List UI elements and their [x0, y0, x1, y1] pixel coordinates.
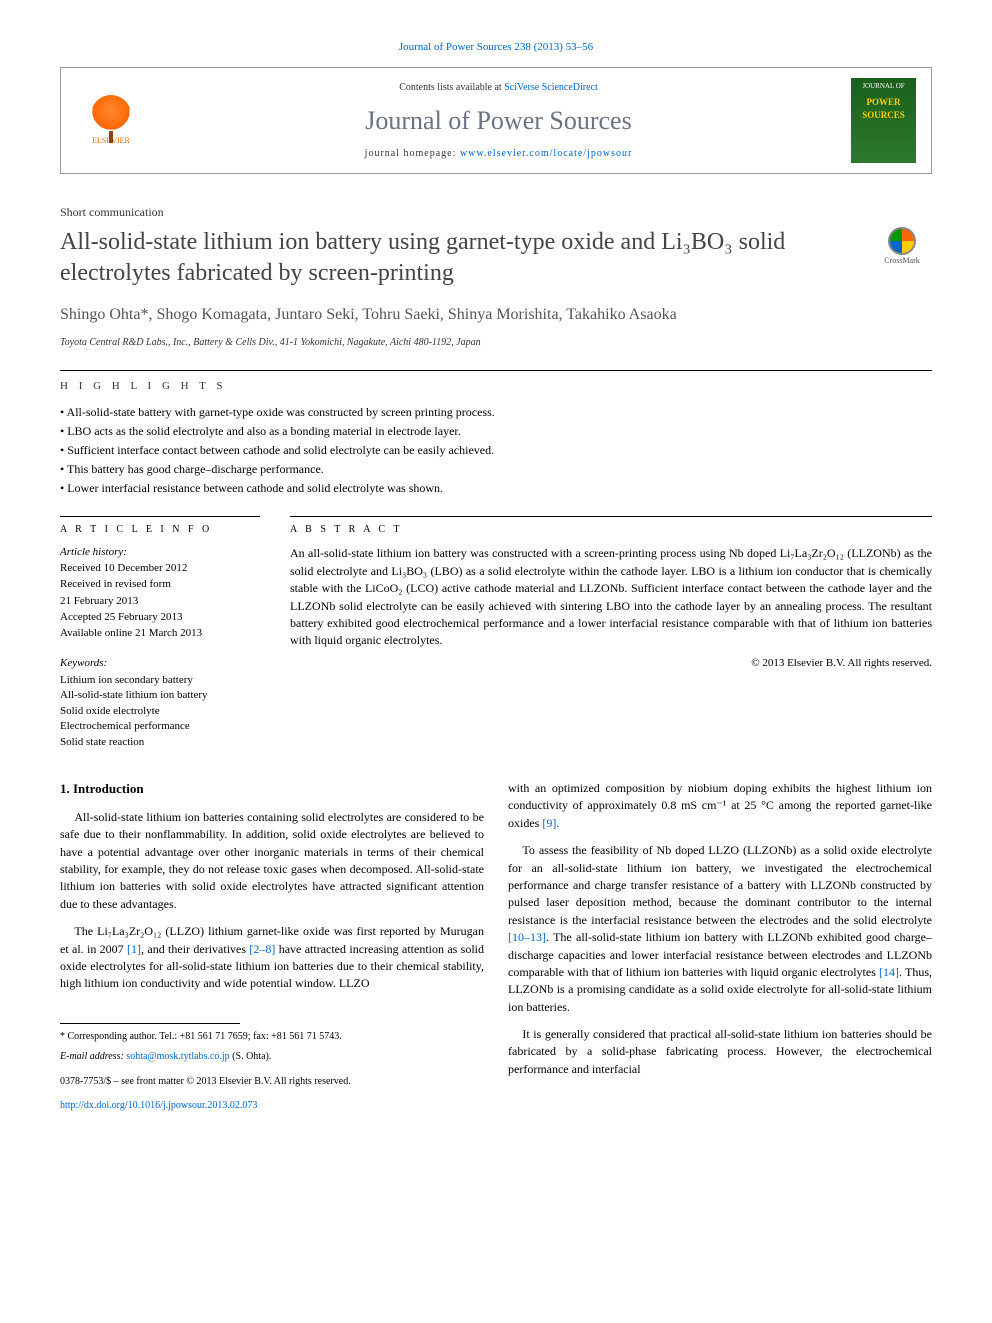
corresponding-author-note: * Corresponding author. Tel.: +81 561 71… — [60, 1030, 484, 1045]
cover-label: JOURNAL OF — [855, 82, 912, 92]
history-item: Available online 21 March 2013 — [60, 626, 260, 641]
history-item: 21 February 2013 — [60, 594, 260, 609]
homepage-prefix: journal homepage: — [365, 148, 460, 159]
highlight-item: This battery has good charge–discharge p… — [60, 461, 932, 478]
citation-header: Journal of Power Sources 238 (2013) 53–5… — [60, 40, 932, 55]
article-title: All-solid-state lithium ion battery usin… — [60, 227, 872, 289]
section-heading-introduction: 1. Introduction — [60, 780, 484, 799]
reference-link[interactable]: [9] — [542, 816, 556, 830]
text-run: To assess the feasibility of Nb doped LL… — [508, 843, 932, 927]
abstract-label: A B S T R A C T — [290, 516, 932, 537]
body-column-left: 1. Introduction All-solid-state lithium … — [60, 780, 484, 1114]
paragraph: It is generally considered that practica… — [508, 1026, 932, 1078]
elsevier-tree-icon — [91, 95, 131, 135]
history-item: Received 10 December 2012 — [60, 561, 260, 576]
journal-header-box: ELSEVIER Contents lists available at Sci… — [60, 67, 932, 174]
keyword-item: Lithium ion secondary battery — [60, 673, 260, 688]
reference-link[interactable]: [1] — [127, 942, 141, 956]
highlights-list: All-solid-state battery with garnet-type… — [60, 404, 932, 496]
keyword-item: Solid oxide electrolyte — [60, 704, 260, 719]
homepage-link[interactable]: www.elsevier.com/locate/jpowsour — [460, 148, 632, 159]
highlight-item: All-solid-state battery with garnet-type… — [60, 404, 932, 421]
paragraph: The Li₇La₃Zr₂O₁₂ (LLZO) lithium garnet-l… — [60, 923, 484, 993]
article-info-label: A R T I C L E I N F O — [60, 516, 260, 537]
email-label: E-mail address: — [60, 1051, 126, 1062]
crossmark-badge[interactable]: CrossMark — [872, 227, 932, 267]
authors-list: Shingo Ohta*, Shogo Komagata, Juntaro Se… — [60, 304, 932, 326]
history-label: Article history: — [60, 545, 260, 560]
text-run: , and their derivatives — [141, 942, 249, 956]
text-run: . — [556, 816, 559, 830]
highlight-item: Sufficient interface contact between cat… — [60, 442, 932, 459]
journal-cover-thumbnail: JOURNAL OF POWER SOURCES — [851, 78, 916, 163]
footnote-separator — [60, 1023, 240, 1024]
doi-link[interactable]: http://dx.doi.org/10.1016/j.jpowsour.201… — [60, 1100, 257, 1111]
reference-link[interactable]: [2–8] — [249, 942, 275, 956]
email-suffix: (S. Ohta). — [230, 1051, 272, 1062]
affiliation: Toyota Central R&D Labs., Inc., Battery … — [60, 336, 932, 350]
paragraph: To assess the feasibility of Nb doped LL… — [508, 842, 932, 1016]
keyword-item: Electrochemical performance — [60, 719, 260, 734]
highlights-label: H I G H L I G H T S — [60, 370, 932, 394]
reference-link[interactable]: [10–13] — [508, 930, 546, 944]
front-matter-line: 0378-7753/$ – see front matter © 2013 El… — [60, 1075, 484, 1090]
paragraph: All-solid-state lithium ion batteries co… — [60, 809, 484, 913]
cover-title: POWER SOURCES — [855, 96, 912, 121]
highlight-item: Lower interfacial resistance between cat… — [60, 480, 932, 497]
email-note: E-mail address: sohta@mosk.tytlabs.co.jp… — [60, 1050, 484, 1065]
contents-line: Contents lists available at SciVerse Sci… — [146, 81, 851, 95]
body-column-right: with an optimized composition by niobium… — [508, 780, 932, 1114]
homepage-line: journal homepage: www.elsevier.com/locat… — [146, 147, 851, 161]
email-link[interactable]: sohta@mosk.tytlabs.co.jp — [126, 1051, 229, 1062]
text-run: with an optimized composition by niobium… — [508, 781, 932, 830]
article-type: Short communication — [60, 204, 932, 221]
history-item: Received in revised form — [60, 577, 260, 592]
contents-prefix: Contents lists available at — [399, 82, 504, 93]
elsevier-logo: ELSEVIER — [76, 86, 146, 156]
sciencedirect-link[interactable]: SciVerse ScienceDirect — [504, 82, 598, 93]
crossmark-label: CrossMark — [884, 255, 920, 266]
highlight-item: LBO acts as the solid electrolyte and al… — [60, 423, 932, 440]
journal-name: Journal of Power Sources — [146, 103, 851, 139]
keyword-item: Solid state reaction — [60, 735, 260, 750]
paragraph: with an optimized composition by niobium… — [508, 780, 932, 832]
keyword-item: All-solid-state lithium ion battery — [60, 688, 260, 703]
history-item: Accepted 25 February 2013 — [60, 610, 260, 625]
copyright-line: © 2013 Elsevier B.V. All rights reserved… — [290, 656, 932, 671]
reference-link[interactable]: [14] — [879, 965, 899, 979]
keywords-label: Keywords: — [60, 656, 260, 671]
text-run: . The all-solid-state lithium ion batter… — [508, 930, 932, 979]
crossmark-icon — [888, 227, 916, 255]
abstract-text: An all-solid-state lithium ion battery w… — [290, 545, 932, 649]
